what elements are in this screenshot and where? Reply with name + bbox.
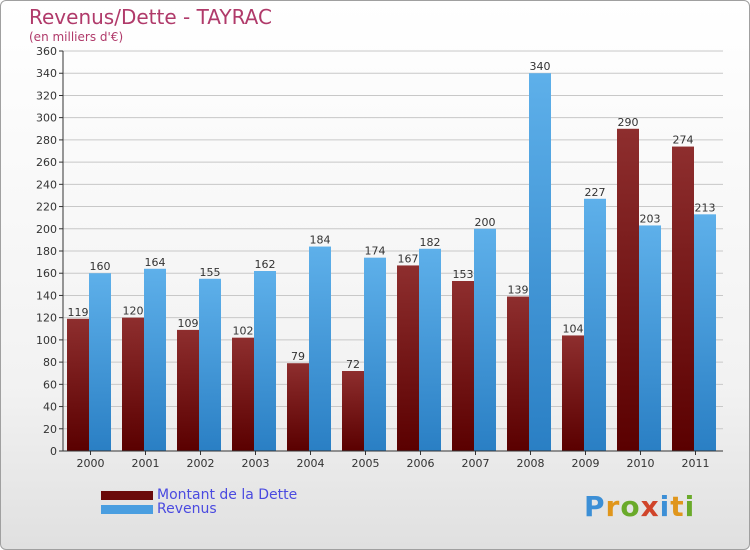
data-label-debt: 274 [673, 134, 694, 147]
logo-letter: t [670, 490, 685, 523]
data-label-debt: 153 [453, 268, 474, 281]
x-tick-label: 2003 [242, 457, 270, 470]
data-label-revenus: 200 [475, 216, 496, 229]
data-label-debt: 79 [291, 350, 305, 363]
data-label-revenus: 174 [365, 245, 386, 258]
y-tick-label: 360 [36, 45, 57, 58]
proxiti-logo: Proxiti [584, 490, 695, 523]
logo-letter: o [620, 490, 641, 523]
y-tick-label: 80 [43, 356, 57, 369]
data-label-revenus: 203 [640, 212, 661, 225]
data-label-debt: 119 [68, 306, 89, 319]
bar-debt-2003 [232, 337, 254, 451]
y-tick-label: 220 [36, 201, 57, 214]
y-tick-label: 140 [36, 289, 57, 302]
y-tick-label: 100 [36, 334, 57, 347]
bar-revenus-2006 [419, 248, 441, 451]
legend-label-debt: Montant de la Dette [157, 487, 298, 503]
logo-letter: x [640, 490, 660, 523]
data-label-debt: 109 [178, 317, 199, 330]
data-label-debt: 290 [618, 116, 639, 129]
bar-revenus-2003 [254, 271, 276, 451]
bar-debt-2002 [177, 329, 199, 451]
data-label-revenus: 160 [90, 260, 111, 273]
data-label-revenus: 184 [310, 234, 331, 247]
y-tick-label: 40 [43, 401, 57, 414]
bar-revenus-2000 [89, 273, 111, 451]
bar-debt-2006 [397, 265, 419, 451]
bar-revenus-2010 [639, 225, 661, 451]
x-tick-label: 2010 [627, 457, 655, 470]
x-tick-label: 2004 [297, 457, 325, 470]
axes: 0 20 40 60 80 100 120 140 160 180 200 220 240 260 280 3… [36, 45, 723, 470]
bar-revenus-2005 [364, 257, 386, 451]
bars [67, 73, 716, 452]
legend-label-revenus: Revenus [157, 501, 217, 517]
data-label-debt: 72 [346, 358, 360, 371]
y-tick-label: 260 [36, 156, 57, 169]
x-tick-label: 2009 [572, 457, 600, 470]
bar-revenus-2004 [309, 246, 331, 451]
y-tick-label: 240 [36, 178, 57, 191]
grid-lines [63, 50, 723, 430]
data-label-debt: 120 [123, 305, 144, 318]
data-label-revenus: 340 [530, 60, 551, 73]
y-tick-label: 200 [36, 223, 57, 236]
bar-revenus-2007 [474, 228, 496, 451]
bar-revenus-2008 [529, 73, 551, 451]
y-tick-label: 300 [36, 112, 57, 125]
y-tick-label: 20 [43, 423, 57, 436]
bar-debt-2010 [617, 128, 639, 451]
data-label-revenus: 227 [585, 186, 606, 199]
logo-letter: r [605, 490, 621, 523]
logo-letter: P [584, 490, 606, 523]
bar-revenus-2002 [199, 278, 221, 451]
data-label-debt: 167 [398, 252, 419, 265]
y-tick-label: 0 [50, 445, 57, 458]
y-tick-label: 120 [36, 312, 57, 325]
bar-debt-2011 [672, 146, 694, 452]
chart-title: Revenus/Dette - TAYRAC [29, 5, 272, 29]
data-label-debt: 104 [563, 322, 584, 335]
bar-debt-2007 [452, 281, 474, 451]
labels: 119 160 120 164 109 155 102 162 79 184 72 174 167182… [68, 60, 716, 371]
y-tick-label: 320 [36, 89, 57, 102]
x-tick-label: 2011 [682, 457, 710, 470]
legend-swatch-debt [101, 491, 153, 500]
data-label-revenus: 213 [695, 201, 716, 214]
data-label-revenus: 162 [255, 258, 276, 271]
logo-letter: i [659, 490, 671, 523]
x-tick-label: 2006 [407, 457, 435, 470]
y-tick-label: 60 [43, 378, 57, 391]
data-label-revenus: 164 [145, 256, 166, 269]
bar-debt-2008 [507, 296, 529, 451]
y-tick-label: 340 [36, 67, 57, 80]
legend-swatch-revenus [101, 505, 153, 514]
logo-letter: i [684, 490, 696, 523]
x-tick-label: 2007 [462, 457, 490, 470]
bar-debt-2004 [287, 363, 309, 451]
y-tick-label: 180 [36, 245, 57, 258]
x-tick-label: 2008 [517, 457, 545, 470]
data-label-debt: 102 [233, 325, 254, 338]
x-tick-label: 2002 [187, 457, 215, 470]
data-label-revenus: 182 [420, 236, 441, 249]
bar-revenus-2009 [584, 198, 606, 451]
data-label-revenus: 155 [200, 266, 221, 279]
chart-subtitle: (en milliers d'€) [29, 30, 124, 44]
bar-debt-2000 [67, 318, 89, 451]
bar-revenus-2011 [694, 214, 716, 451]
data-label-debt: 139 [508, 284, 529, 297]
x-tick-label: 2005 [352, 457, 380, 470]
y-tick-label: 160 [36, 267, 57, 280]
bar-revenus-2001 [144, 268, 166, 451]
x-tick-label: 2001 [132, 457, 160, 470]
bar-debt-2001 [122, 317, 144, 451]
bar-debt-2009 [562, 335, 584, 451]
x-tick-label: 2000 [77, 457, 105, 470]
bar-debt-2005 [342, 371, 364, 451]
y-tick-label: 280 [36, 134, 57, 147]
